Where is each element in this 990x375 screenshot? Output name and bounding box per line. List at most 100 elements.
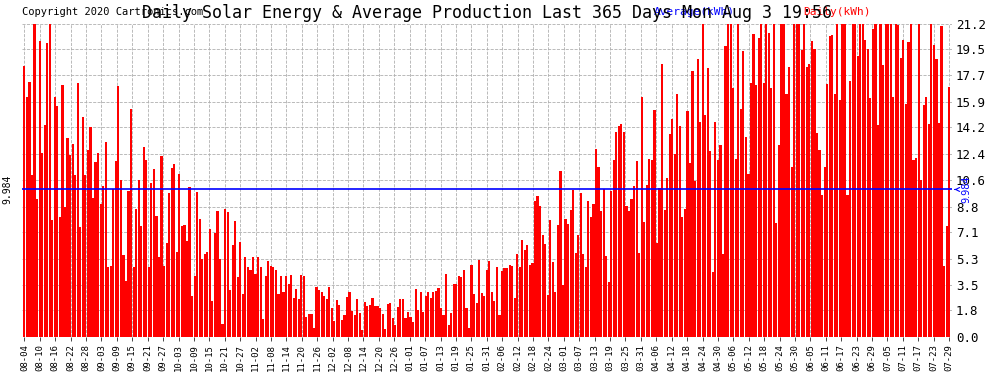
Bar [648, 159, 650, 337]
Bar [735, 159, 737, 337]
Bar [694, 181, 696, 337]
Bar [152, 169, 155, 337]
Bar [603, 189, 605, 337]
Bar [897, 25, 899, 337]
Bar [829, 36, 831, 337]
Bar [305, 317, 308, 337]
Bar [369, 305, 371, 337]
Bar [496, 267, 498, 337]
Bar [910, 24, 912, 337]
Bar [712, 273, 714, 337]
Bar [610, 191, 613, 337]
Bar [856, 56, 858, 337]
Bar [176, 252, 178, 337]
Bar [699, 122, 701, 337]
Bar [577, 235, 579, 337]
Bar [71, 144, 73, 337]
Bar [631, 199, 633, 337]
Bar [125, 281, 127, 337]
Bar [412, 322, 414, 337]
Bar [123, 255, 125, 337]
Bar [61, 85, 63, 337]
Bar [725, 46, 727, 337]
Bar [128, 191, 130, 337]
Bar [326, 298, 328, 337]
Bar [887, 24, 889, 337]
Bar [386, 304, 389, 337]
Bar [222, 324, 224, 337]
Bar [41, 153, 44, 337]
Bar [542, 235, 544, 337]
Bar [110, 266, 112, 337]
Bar [410, 317, 412, 337]
Bar [254, 274, 256, 337]
Bar [740, 110, 742, 337]
Bar [879, 24, 882, 337]
Bar [331, 308, 333, 337]
Bar [717, 160, 719, 337]
Bar [686, 111, 688, 337]
Bar [826, 84, 829, 337]
Bar [366, 306, 368, 337]
Bar [821, 195, 823, 337]
Bar [53, 97, 56, 337]
Bar [462, 270, 465, 337]
Bar [645, 185, 647, 337]
Bar [422, 312, 425, 337]
Bar [316, 287, 318, 337]
Bar [755, 85, 757, 337]
Bar [232, 245, 234, 337]
Bar [656, 243, 658, 337]
Bar [158, 256, 160, 337]
Bar [173, 164, 175, 337]
Bar [715, 122, 717, 337]
Text: 9.984: 9.984 [955, 176, 971, 203]
Bar [348, 292, 350, 337]
Bar [69, 155, 71, 337]
Bar [816, 133, 818, 337]
Bar [44, 125, 46, 337]
Bar [749, 82, 752, 337]
Bar [689, 164, 691, 337]
Bar [884, 24, 887, 337]
Bar [938, 123, 940, 337]
Bar [641, 98, 643, 337]
Bar [31, 175, 33, 337]
Bar [334, 321, 336, 337]
Bar [24, 66, 26, 337]
Bar [544, 244, 546, 337]
Bar [785, 94, 788, 337]
Bar [475, 303, 477, 337]
Bar [36, 199, 39, 337]
Bar [564, 219, 566, 337]
Bar [66, 138, 68, 337]
Bar [534, 201, 537, 337]
Bar [34, 24, 36, 337]
Bar [381, 314, 384, 337]
Text: Average(kWh): Average(kWh) [654, 8, 736, 18]
Bar [633, 186, 636, 337]
Bar [582, 254, 584, 337]
Bar [339, 305, 341, 337]
Bar [556, 225, 559, 337]
Bar [76, 82, 79, 337]
Bar [457, 276, 460, 337]
Bar [798, 24, 800, 337]
Bar [882, 65, 884, 337]
Bar [600, 211, 602, 337]
Bar [839, 100, 841, 337]
Bar [138, 180, 140, 337]
Bar [770, 88, 772, 337]
Bar [196, 192, 198, 337]
Bar [446, 274, 447, 337]
Bar [100, 204, 102, 337]
Bar [727, 24, 730, 337]
Bar [920, 180, 923, 337]
Bar [206, 252, 208, 337]
Bar [262, 320, 264, 337]
Bar [846, 195, 848, 337]
Bar [504, 268, 506, 337]
Bar [933, 45, 935, 337]
Bar [251, 257, 254, 337]
Bar [376, 306, 378, 337]
